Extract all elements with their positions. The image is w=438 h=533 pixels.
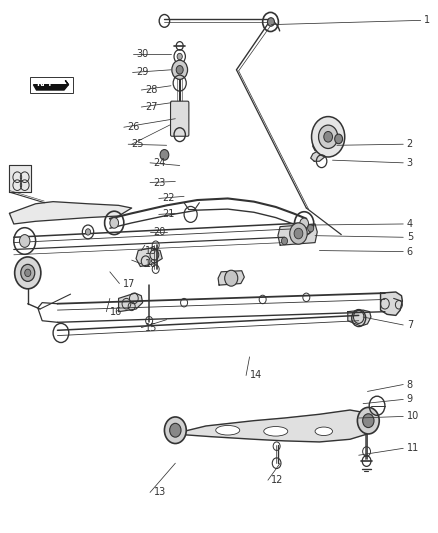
- Text: 14: 14: [250, 370, 262, 381]
- Circle shape: [164, 417, 186, 443]
- Text: 2: 2: [407, 139, 413, 149]
- FancyBboxPatch shape: [170, 101, 189, 136]
- Ellipse shape: [216, 425, 240, 435]
- Text: 19: 19: [145, 246, 157, 255]
- Circle shape: [14, 257, 41, 289]
- Circle shape: [357, 407, 379, 434]
- Polygon shape: [173, 410, 372, 442]
- Circle shape: [324, 132, 332, 142]
- Polygon shape: [313, 124, 342, 151]
- Text: 16: 16: [110, 306, 122, 317]
- Text: 29: 29: [136, 68, 148, 77]
- Text: 4: 4: [407, 219, 413, 229]
- Text: 24: 24: [153, 158, 166, 168]
- Circle shape: [311, 117, 345, 157]
- Text: 8: 8: [407, 379, 413, 390]
- Text: 22: 22: [162, 193, 175, 204]
- Polygon shape: [311, 151, 325, 161]
- Circle shape: [172, 60, 187, 79]
- Text: 25: 25: [132, 139, 144, 149]
- Circle shape: [170, 423, 181, 437]
- Polygon shape: [348, 310, 371, 326]
- Circle shape: [307, 224, 314, 232]
- Circle shape: [19, 235, 30, 247]
- Text: 21: 21: [162, 209, 175, 220]
- Text: 27: 27: [145, 102, 157, 112]
- Text: 23: 23: [153, 177, 166, 188]
- Circle shape: [300, 218, 308, 229]
- Text: 10: 10: [407, 411, 419, 422]
- Circle shape: [363, 414, 374, 427]
- Circle shape: [282, 237, 288, 245]
- Circle shape: [25, 269, 31, 277]
- Text: 6: 6: [407, 247, 413, 256]
- Circle shape: [318, 125, 338, 149]
- Circle shape: [85, 229, 91, 235]
- Text: 15: 15: [145, 322, 157, 333]
- Ellipse shape: [264, 426, 288, 436]
- Text: 28: 28: [145, 85, 157, 95]
- Text: RFT: RFT: [36, 78, 53, 87]
- Circle shape: [294, 228, 303, 239]
- Circle shape: [110, 217, 119, 228]
- Text: 20: 20: [153, 227, 166, 237]
- Circle shape: [176, 66, 183, 74]
- Circle shape: [177, 53, 182, 60]
- Text: 17: 17: [123, 279, 135, 288]
- Text: 7: 7: [407, 320, 413, 330]
- Polygon shape: [119, 293, 143, 312]
- Text: 13: 13: [153, 488, 166, 497]
- Circle shape: [290, 223, 307, 244]
- Circle shape: [335, 134, 343, 144]
- Text: 30: 30: [136, 49, 148, 59]
- Polygon shape: [218, 271, 244, 285]
- Polygon shape: [136, 248, 162, 266]
- Polygon shape: [10, 165, 31, 192]
- Text: 11: 11: [407, 443, 419, 453]
- Circle shape: [160, 150, 169, 160]
- Polygon shape: [278, 224, 317, 245]
- Polygon shape: [381, 292, 403, 316]
- Text: 26: 26: [127, 122, 140, 132]
- Text: 3: 3: [407, 158, 413, 168]
- Polygon shape: [10, 201, 132, 224]
- Ellipse shape: [315, 427, 332, 435]
- Polygon shape: [33, 80, 68, 90]
- Circle shape: [225, 270, 238, 286]
- Text: 12: 12: [272, 475, 284, 485]
- Text: 1: 1: [424, 15, 430, 26]
- Text: 9: 9: [407, 394, 413, 405]
- Text: 18: 18: [145, 259, 157, 269]
- Text: 5: 5: [407, 232, 413, 243]
- Circle shape: [268, 18, 275, 26]
- Circle shape: [21, 264, 35, 281]
